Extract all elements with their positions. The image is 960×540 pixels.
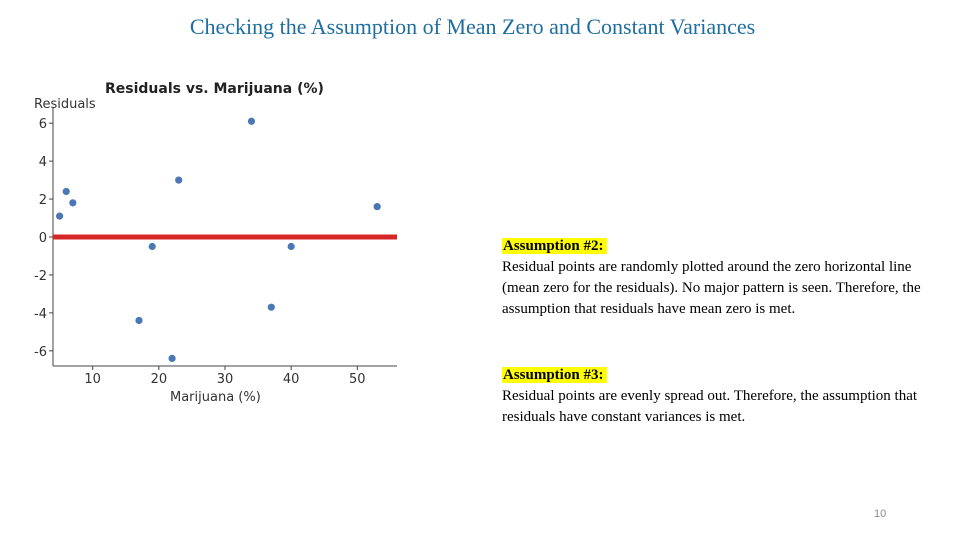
y-tick-label: 6 xyxy=(39,117,47,132)
chart-points xyxy=(56,117,381,363)
x-tick-label: 30 xyxy=(217,372,234,387)
scatter-point xyxy=(69,199,77,207)
scatter-point xyxy=(56,212,64,220)
chart-title: Residuals vs. Marijuana (%) xyxy=(105,81,324,97)
assumption-3-body: Residual points are evenly spread out. T… xyxy=(502,388,918,425)
scatter-point xyxy=(135,316,143,325)
residuals-scatter-chart: Residuals vs. Marijuana (%) Residuals Ma… xyxy=(34,81,397,405)
y-tick-label: -4 xyxy=(34,307,47,322)
slide-title: Checking the Assumption of Mean Zero and… xyxy=(189,14,756,39)
scatter-point xyxy=(373,203,381,211)
scatter-point xyxy=(148,242,156,251)
assumption-3-heading: Assumption #3: xyxy=(502,367,608,383)
y-tick-label: -2 xyxy=(34,269,47,284)
y-tick-label: 2 xyxy=(39,193,47,208)
scatter-point xyxy=(175,176,183,184)
y-tick-label: 0 xyxy=(39,231,47,246)
scatter-point xyxy=(168,354,176,363)
x-tick-label: 10 xyxy=(84,372,101,387)
assumption-2-heading: Assumption #2: xyxy=(502,238,608,254)
scatter-point xyxy=(267,303,275,311)
scatter-point xyxy=(247,117,256,125)
assumption-2-body: Residual points are randomly plotted aro… xyxy=(502,259,921,317)
x-tick-label: 40 xyxy=(283,372,300,387)
scatter-point xyxy=(62,187,70,196)
scatter-point xyxy=(287,242,295,251)
x-axis-label: Marijuana (%) xyxy=(170,390,261,405)
y-axis-label: Residuals xyxy=(34,97,96,112)
x-tick-label: 20 xyxy=(151,372,168,387)
assumption-2-block: Assumption #2: Residual points are rando… xyxy=(502,236,952,320)
assumption-3-block: Assumption #3: Residual points are evenl… xyxy=(502,365,952,428)
x-tick-label: 50 xyxy=(349,372,366,387)
page-number: 10 xyxy=(874,508,887,520)
y-tick-label: 4 xyxy=(39,155,47,170)
y-tick-label: -6 xyxy=(34,345,47,360)
